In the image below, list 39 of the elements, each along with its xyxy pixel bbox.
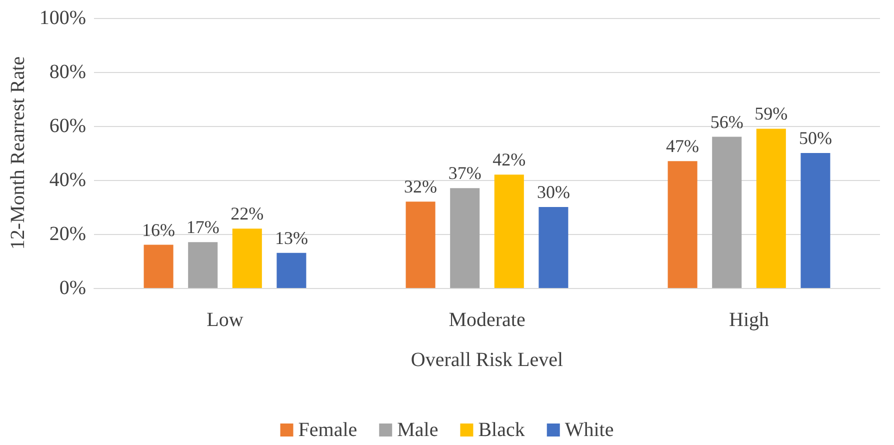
bar [668, 161, 698, 288]
x-tick-label: Low [206, 309, 244, 331]
y-tick-label: 80% [49, 61, 86, 83]
x-tick-label: High [729, 309, 769, 331]
y-tick-label: 40% [49, 169, 86, 191]
legend-label: Black [478, 419, 525, 441]
data-label: 42% [492, 150, 526, 170]
data-label: 59% [754, 104, 788, 124]
bar [276, 252, 306, 288]
bar [450, 188, 480, 288]
data-label: 32% [404, 176, 438, 197]
y-tick-label: 20% [49, 223, 86, 245]
legend-label: Male [397, 419, 438, 441]
data-label: 37% [448, 163, 482, 184]
y-tick-label: 100% [39, 7, 86, 29]
x-axis-title: Overall Risk Level [410, 349, 564, 371]
bar [756, 128, 786, 288]
data-label: 56% [710, 112, 744, 132]
bar [712, 136, 742, 288]
legend-label: White [564, 419, 614, 441]
y-tick-label: 0% [59, 277, 86, 299]
x-tick-label: Moderate [448, 309, 526, 331]
y-tick-label: 60% [49, 115, 86, 137]
bar [188, 242, 218, 288]
data-label: 22% [230, 204, 264, 224]
data-label: 50% [798, 128, 832, 148]
bar [406, 202, 436, 288]
data-label: 17% [186, 217, 220, 238]
bar [232, 228, 262, 288]
legend-label: Female [298, 419, 358, 441]
bar [538, 207, 568, 288]
bar [144, 244, 174, 288]
data-label: 47% [666, 136, 700, 156]
data-label: 30% [536, 182, 570, 202]
bar [494, 174, 524, 288]
bar [800, 153, 830, 288]
data-label: 13% [274, 228, 308, 248]
y-axis-title: 12-Month Rearrest Rate [7, 56, 29, 250]
data-label: 16% [142, 220, 176, 240]
